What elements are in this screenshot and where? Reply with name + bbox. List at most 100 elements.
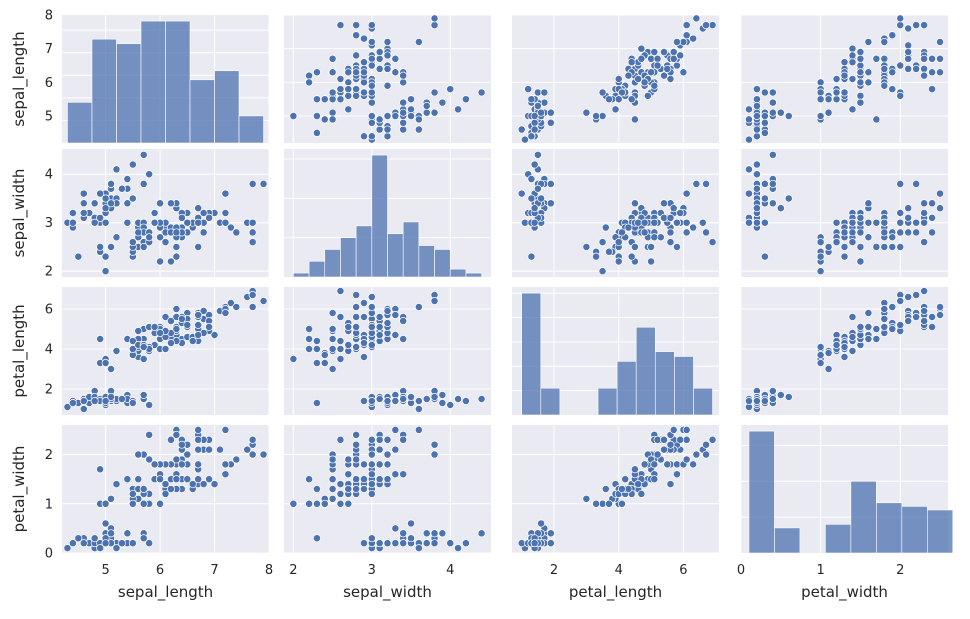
scatter-point-54	[183, 475, 192, 484]
scatter-point-38	[752, 218, 761, 227]
scatter-point-138	[640, 78, 649, 87]
scatter-point-86	[856, 213, 865, 222]
scatter-point-117	[702, 440, 711, 449]
scatter-point-31	[768, 199, 777, 208]
scatter-point-137	[880, 315, 889, 323]
scatter-point-117	[430, 440, 439, 449]
scatter-point-16	[438, 98, 447, 107]
scatter-point-148	[920, 71, 929, 80]
scatter-point-140	[928, 313, 937, 321]
scatter-point-90	[128, 489, 137, 498]
scatter-point-47	[79, 397, 88, 405]
scatter-point-109	[682, 425, 691, 434]
scatter-point-64	[360, 353, 368, 361]
scatter-point-129	[673, 218, 681, 227]
scatter-point-93	[816, 359, 825, 367]
histogram-bar-sepal_width-6	[387, 233, 404, 278]
scatter-point-42	[68, 539, 77, 548]
scatter-point-76	[352, 51, 361, 60]
scatter-point-85	[156, 199, 165, 208]
scatter-point-47	[530, 125, 539, 134]
scatter-point-143	[676, 209, 685, 217]
scatter-point-132	[912, 313, 921, 321]
scatter-point-37	[745, 115, 753, 124]
scatter-point-134	[336, 313, 345, 321]
scatter-point-137	[663, 64, 672, 73]
scatter-point-105	[367, 293, 376, 301]
scatter-point-81	[605, 247, 613, 256]
scatter-point-142	[344, 455, 353, 464]
scatter-point-133	[172, 228, 181, 237]
scatter-point-145	[367, 435, 376, 444]
scatter-point-83	[344, 78, 353, 87]
scatter-point-79	[816, 88, 825, 97]
scatter-point-142	[145, 233, 154, 242]
scatter-point-43	[784, 194, 793, 203]
y-tick-label: 2	[45, 265, 53, 280]
y-tick-label: 2	[45, 383, 53, 398]
scatter-point-107	[226, 223, 235, 232]
scatter-point-93	[312, 359, 321, 367]
scatter-point-99	[618, 485, 626, 493]
scatter-point-146	[647, 242, 656, 251]
scatter-point-75	[848, 58, 857, 67]
scatter-point-93	[101, 499, 110, 508]
scatter-point-49	[101, 204, 110, 213]
scatter-point-48	[422, 395, 431, 403]
scatter-point-122	[702, 228, 711, 237]
panel-sepal_width-vs-petal_width	[740, 149, 948, 277]
scatter-point-148	[920, 199, 929, 208]
scatter-point-146	[172, 242, 181, 251]
scatter-point-43	[537, 519, 546, 528]
scatter-point-95	[367, 341, 376, 349]
scatter-point-62	[614, 257, 623, 266]
scatter-point-148	[399, 435, 408, 444]
panel-sepal_width-vs-sepal_width	[284, 149, 491, 278]
scatter-point-100	[936, 68, 944, 77]
scatter-point-85	[864, 78, 873, 87]
x-axis-label-petal_width: petal_width	[801, 583, 888, 602]
scatter-point-136	[928, 199, 937, 208]
panel-sepal_length-vs-petal_width	[740, 14, 948, 144]
scatter-point-16	[438, 529, 447, 538]
scatter-point-130	[352, 303, 361, 311]
histogram-bar-petal_length-4	[597, 387, 618, 416]
scatter-point-97	[840, 71, 849, 80]
scatter-point-134	[161, 480, 170, 489]
scatter-point-125	[880, 37, 889, 46]
scatter-point-132	[352, 313, 361, 321]
scatter-point-147	[896, 218, 905, 227]
scatter-point-129	[221, 309, 230, 317]
y-tick-label: 7	[45, 42, 53, 57]
scatter-point-47	[752, 125, 761, 134]
scatter-point-131	[259, 297, 268, 305]
scatter-point-15	[477, 529, 486, 538]
scatter-point-71	[161, 345, 170, 353]
scatter-point-92	[336, 489, 345, 498]
x-tick-label: 4	[446, 563, 454, 578]
scatter-point-148	[660, 71, 668, 80]
scatter-point-58	[840, 58, 849, 67]
scatter-point-121	[352, 91, 361, 100]
scatter-point-41	[760, 252, 769, 261]
scatter-point-6	[399, 125, 408, 134]
scatter-point-87	[312, 337, 321, 345]
scatter-point-146	[888, 242, 897, 251]
scatter-point-59	[112, 233, 121, 242]
scatter-point-22	[517, 125, 526, 134]
scatter-point-37	[414, 544, 423, 553]
scatter-point-92	[336, 345, 345, 353]
scatter-point-124	[194, 445, 203, 454]
scatter-point-148	[920, 317, 929, 325]
scatter-point-142	[888, 85, 897, 94]
scatter-point-14	[145, 401, 154, 409]
scatter-point-73	[832, 75, 841, 83]
histogram-bar-petal_length-1	[540, 387, 561, 416]
scatter-point-131	[259, 450, 268, 459]
scatter-point-36	[527, 95, 536, 104]
scatter-point-134	[161, 238, 170, 247]
scatter-point-130	[352, 31, 361, 40]
scatter-point-129	[221, 218, 230, 227]
scatter-point-91	[848, 333, 857, 341]
panel-sepal_length-vs-sepal_length	[62, 15, 270, 144]
